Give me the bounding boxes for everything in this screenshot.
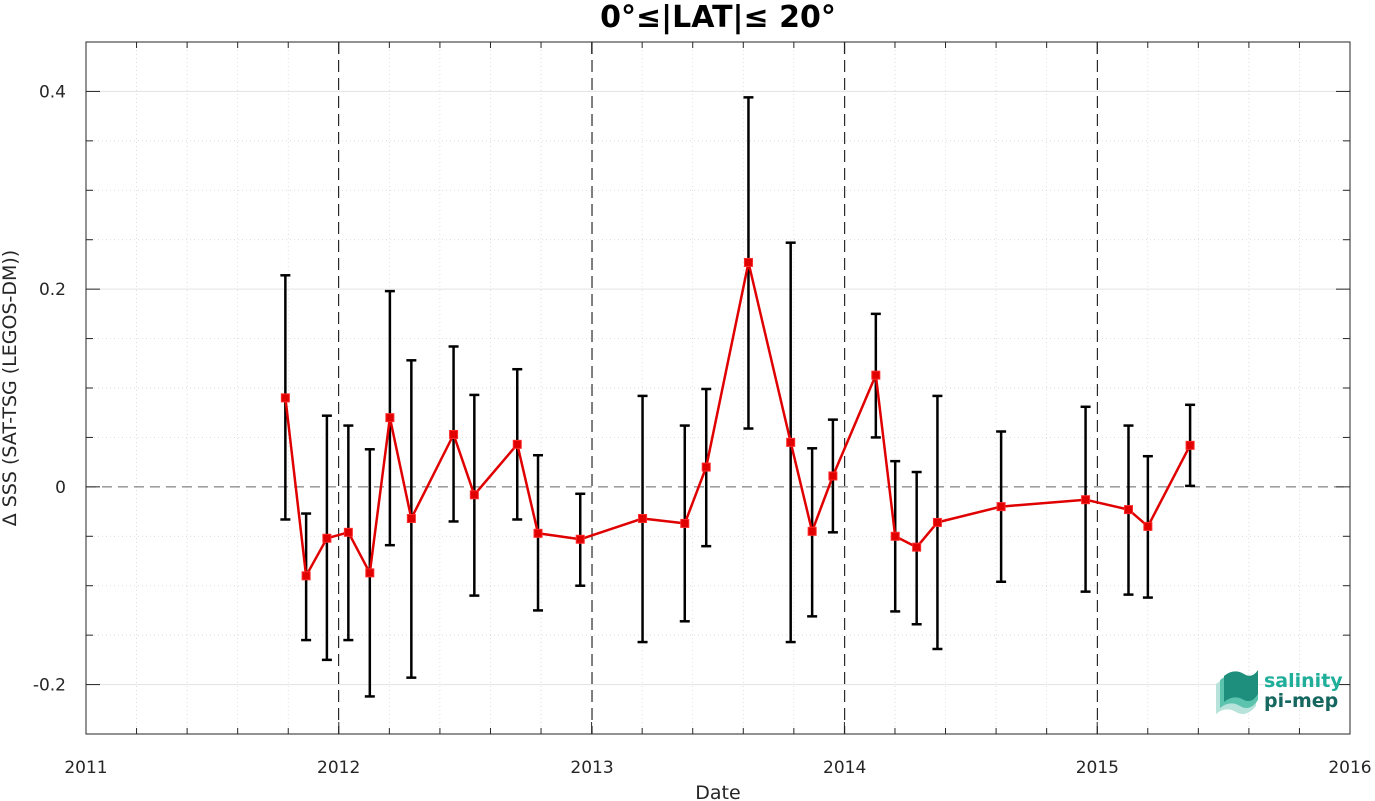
wave-icon	[1216, 670, 1258, 714]
data-point	[1081, 495, 1091, 505]
data-point	[638, 513, 648, 523]
x-tick-label: 2016	[1328, 758, 1371, 778]
data-point	[1143, 521, 1153, 531]
year-boundary-lines	[338, 42, 1098, 734]
y-tick-label: 0.4	[39, 82, 66, 102]
x-tick-label: 2011	[64, 758, 107, 778]
data-point	[406, 513, 416, 523]
logo-text-pi-mep: pi-mep	[1264, 690, 1338, 712]
data-point	[575, 534, 585, 544]
data-point	[280, 393, 290, 403]
major-grid	[86, 90, 1350, 686]
data-point	[786, 437, 796, 447]
y-axis-label: Δ SSS (SAT-TSG (LEGOS-DM))	[0, 250, 21, 526]
axis-ticks	[85, 41, 1351, 735]
data-point	[449, 429, 459, 439]
series-line	[284, 261, 1192, 578]
x-tick-label: 2015	[1076, 758, 1119, 778]
data-point	[512, 439, 522, 449]
data-point	[343, 527, 353, 537]
x-tick-label: 2013	[570, 758, 613, 778]
x-axis-label: Date	[695, 782, 740, 801]
data-point	[996, 502, 1006, 512]
data-point	[828, 471, 838, 481]
data-point	[680, 518, 690, 528]
data-point	[385, 413, 395, 423]
data-point	[890, 531, 900, 541]
data-point	[365, 568, 375, 578]
data-point	[322, 533, 332, 543]
data-point	[807, 526, 817, 536]
data-point	[932, 517, 942, 527]
logo-text-salinity: salinity	[1264, 670, 1343, 692]
chart-title: 0°≤|LAT|≤ 20°	[600, 0, 836, 35]
x-tick-label: 2012	[317, 758, 360, 778]
y-tick-label: -0.2	[33, 676, 66, 696]
data-point	[533, 528, 543, 538]
data-point	[469, 490, 479, 500]
data-point	[1185, 440, 1195, 450]
data-point	[701, 462, 711, 472]
y-tick-label: 0	[55, 478, 66, 498]
data-point	[301, 571, 311, 581]
data-point	[1123, 505, 1133, 515]
data-point	[743, 257, 753, 267]
y-tick-label: 0.2	[39, 280, 66, 300]
tick-labels: 2011 2012 2013 2014 2015 2016 -0.2 0 0.2 0.4	[33, 82, 1372, 778]
data-point	[871, 370, 881, 380]
data-series	[280, 257, 1195, 581]
salinity-pi-mep-logo: salinity pi-mep	[1216, 670, 1343, 714]
data-point	[912, 542, 922, 552]
x-tick-label: 2014	[823, 758, 866, 778]
